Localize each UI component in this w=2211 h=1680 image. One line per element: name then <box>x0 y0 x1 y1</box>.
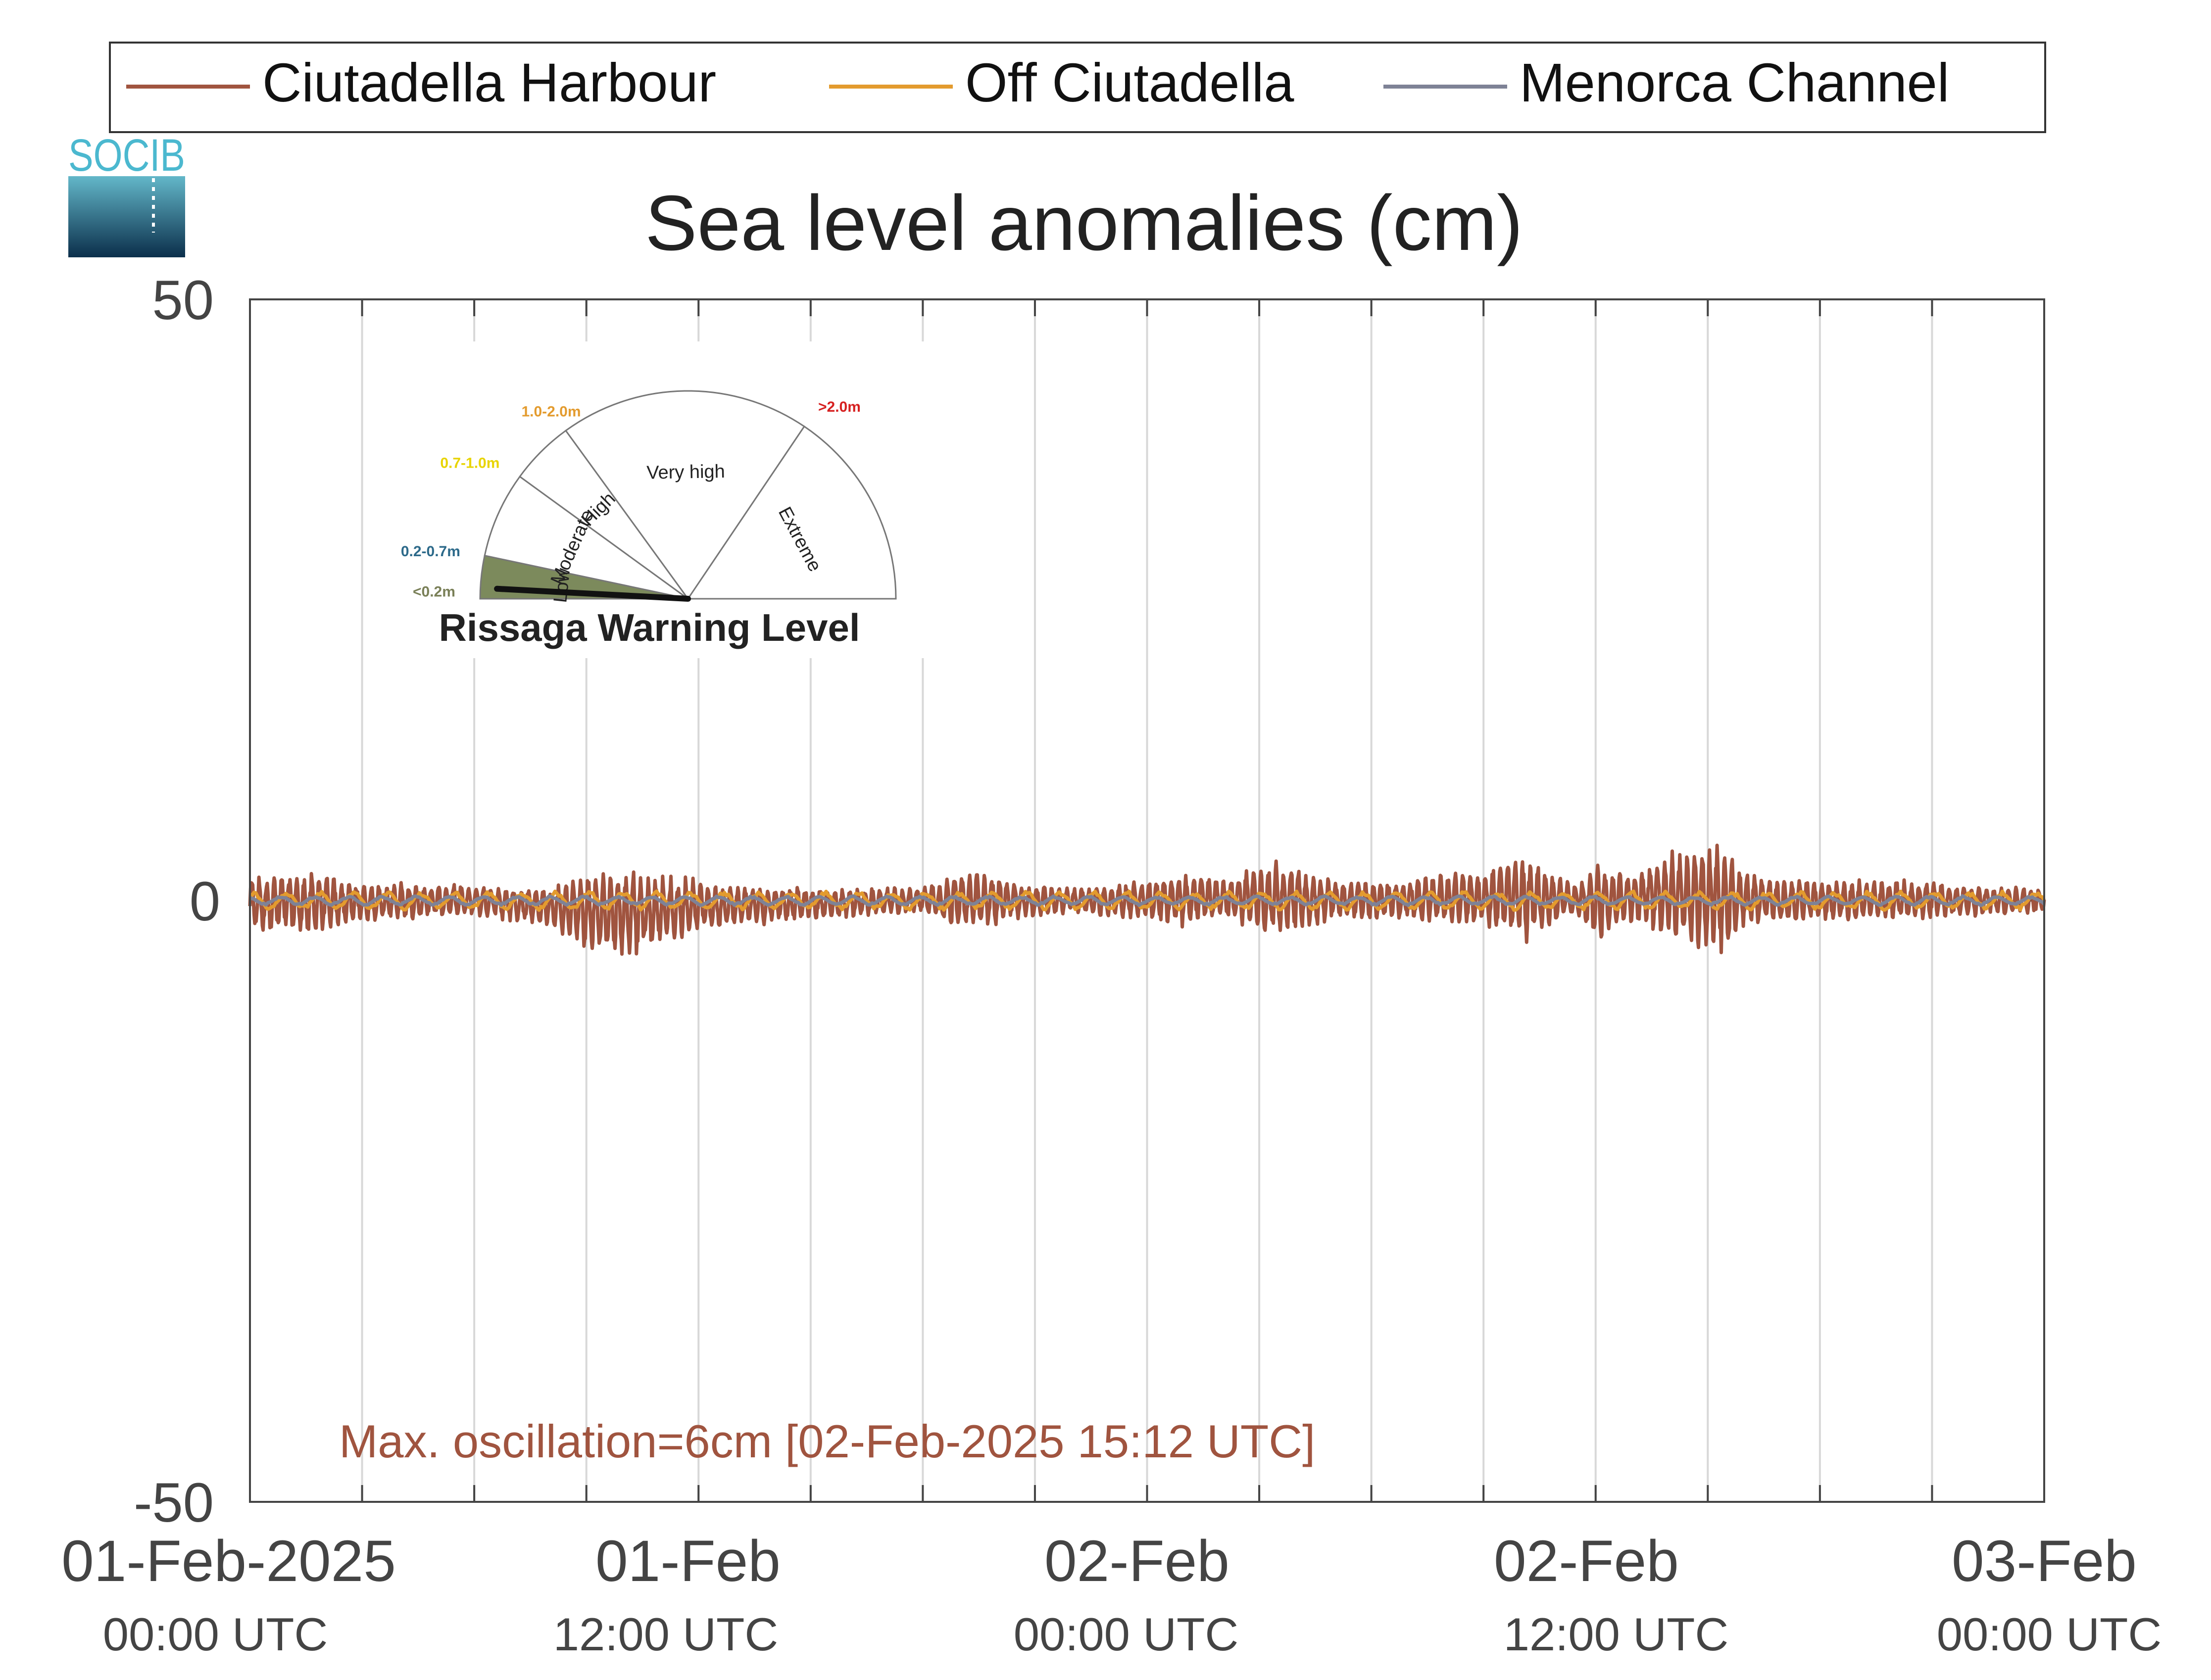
x-tick-date-4: 03-Feb <box>1952 1529 2137 1594</box>
y-axis: 50 0 -50 <box>134 269 220 1534</box>
gauge-sector-label-low: Low <box>550 567 574 604</box>
x-tick-date-0: 01-Feb-2025 <box>61 1529 396 1594</box>
legend-box <box>109 42 2046 133</box>
y-tick-label-50: 50 <box>152 269 214 331</box>
chart-title: Sea level anomalies (cm) <box>645 180 1523 267</box>
x-tick-date-2: 02-Feb <box>1044 1529 1229 1594</box>
socib-logo: SOCIB <box>68 130 185 257</box>
x-tick-time-3: 12:00 UTC <box>1504 1608 1729 1660</box>
gauge-title: Rissaga Warning Level <box>439 606 860 649</box>
gauge-range-label-moderate: 0.2-0.7m <box>401 543 460 560</box>
x-tick-date-3: 02-Feb <box>1494 1529 1679 1594</box>
x-axis: 01-Feb-2025 00:00 UTC 01-Feb 12:00 UTC 0… <box>61 1529 2162 1660</box>
legend[interactable]: Ciutadella Harbour Off Ciutadella Menorc… <box>109 42 2046 133</box>
legend-label-ciutadella-harbour: Ciutadella Harbour <box>262 52 716 113</box>
gauge-range-label-very-high: 1.0-2.0m <box>521 403 581 420</box>
plot-frame <box>249 298 2045 1503</box>
gauge-sectors <box>479 390 897 600</box>
gauge-range-label-extreme: >2.0m <box>818 399 861 415</box>
gauge-range-label-high: 0.7-1.0m <box>440 455 499 472</box>
x-tick-date-1: 01-Feb <box>595 1529 781 1594</box>
x-tick-time-1: 12:00 UTC <box>553 1608 779 1660</box>
y-tick-label-0: 0 <box>190 870 220 932</box>
data-series <box>248 843 2046 956</box>
series-line-menorca-channel <box>249 894 2046 907</box>
logo-wordmark: SOCIB <box>68 130 185 181</box>
max-oscillation-annotation: Max. oscillation=6cm [02-Feb-2025 15:12 … <box>339 1415 1315 1467</box>
gauge-sector-label-very-high: Very high <box>646 461 725 483</box>
gauge-range-label-low: <0.2m <box>413 584 455 600</box>
x-tick-time-2: 00:00 UTC <box>1014 1608 1239 1660</box>
gauge-sector-extreme <box>687 425 897 600</box>
x-tick-time-4: 00:00 UTC <box>1937 1608 2162 1660</box>
legend-label-off-ciutadella: Off Ciutadella <box>965 52 1294 113</box>
y-tick-label-minus-50: -50 <box>134 1472 214 1534</box>
gauge-sector-very-high <box>565 390 805 600</box>
gauge-sector-moderate <box>484 476 688 600</box>
x-tick-time-0: 00:00 UTC <box>103 1608 328 1660</box>
gauge-needle <box>494 585 691 602</box>
legend-label-menorca-channel: Menorca Channel <box>1520 52 1949 113</box>
logo-wave-block <box>68 176 185 257</box>
